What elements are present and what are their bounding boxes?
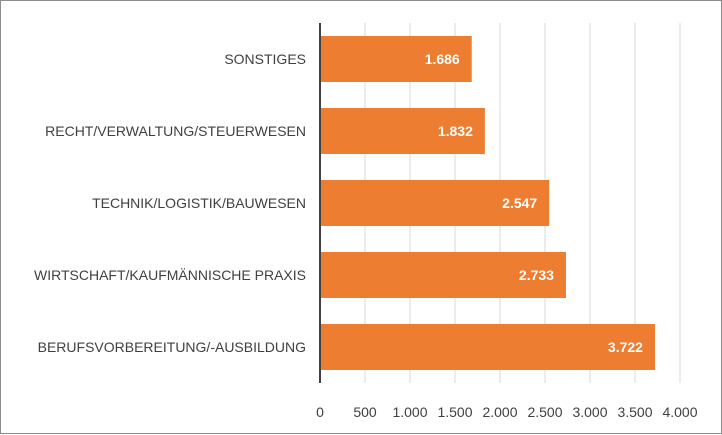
x-tick-label: 1.000 — [392, 404, 427, 420]
x-tick-label: 3.000 — [572, 404, 607, 420]
x-tick-label: 1.500 — [437, 404, 472, 420]
x-tick-label: 2.500 — [527, 404, 562, 420]
bar — [320, 324, 655, 370]
category-label: BERUFSVORBEREITUNG/-AUSBILDUNG — [38, 339, 306, 355]
bar — [320, 36, 472, 82]
x-tick-label: 4.000 — [662, 404, 697, 420]
x-tick-label: 0 — [316, 404, 324, 420]
category-label: TECHNIK/LOGISTIK/BAUWESEN — [92, 195, 306, 211]
x-tick-label: 500 — [353, 404, 377, 420]
category-label: SONSTIGES — [224, 51, 306, 67]
data-label: 2.733 — [519, 267, 554, 283]
data-label: 1.686 — [425, 51, 460, 67]
category-label: WIRTSCHAFT/KAUFMÄNNISCHE PRAXIS — [34, 267, 306, 283]
data-label: 3.722 — [608, 339, 643, 355]
x-tick-label: 3.500 — [617, 404, 652, 420]
category-label: RECHT/VERWALTUNG/STEUERWESEN — [45, 123, 306, 139]
bar — [320, 180, 550, 226]
x-tick-label: 2.000 — [482, 404, 517, 420]
bar — [320, 252, 566, 298]
bar — [320, 108, 485, 154]
data-label: 1.832 — [438, 123, 473, 139]
data-label: 2.547 — [502, 195, 537, 211]
